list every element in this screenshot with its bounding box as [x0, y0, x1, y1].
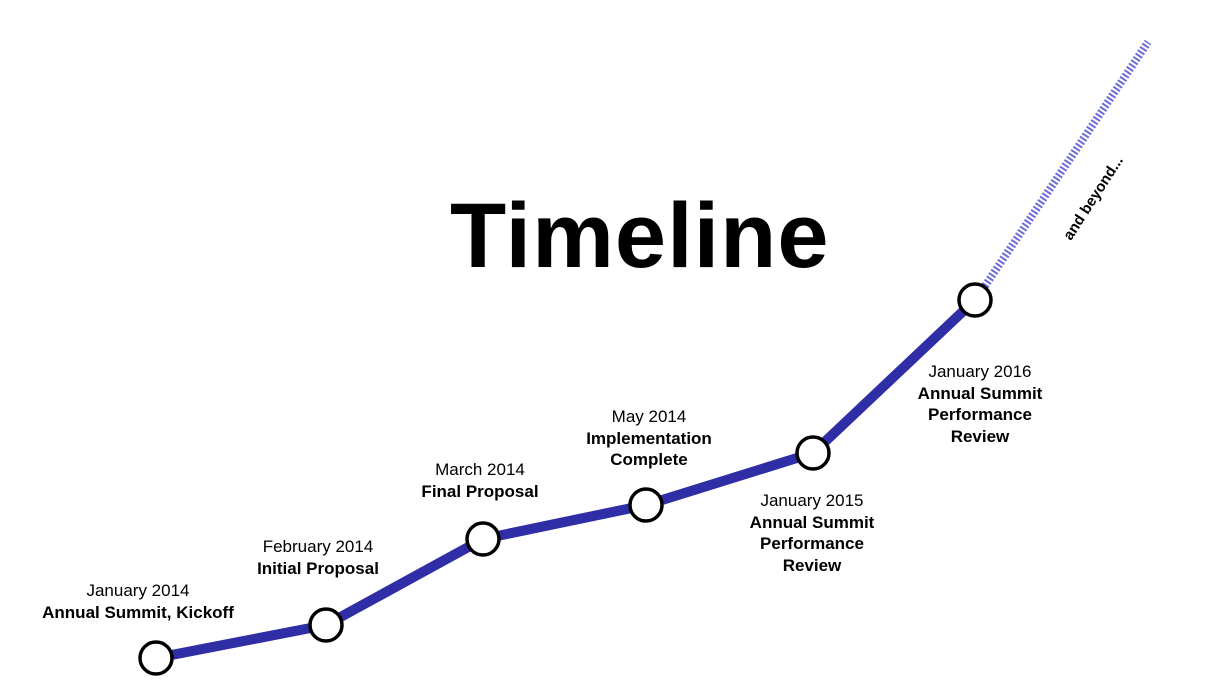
- milestone-node-6: [957, 282, 993, 318]
- milestone-label: March 2014 Final Proposal: [421, 459, 538, 502]
- milestone-date: May 2014: [611, 407, 687, 426]
- milestone-label: February 2014 Initial Proposal: [257, 536, 379, 579]
- milestone-event: Performance: [760, 534, 864, 553]
- milestone-label: January 2016 Annual Summit Performance R…: [918, 361, 1043, 447]
- milestone-node-4: [628, 487, 664, 523]
- milestone-event: Annual Summit: [749, 512, 875, 532]
- milestone-label: January 2015 Annual Summit Performance R…: [750, 490, 875, 576]
- milestone-node-5: [795, 435, 831, 471]
- milestone-node-1: [138, 640, 174, 676]
- milestone-event: Annual Summit, Kickoff: [42, 602, 234, 622]
- milestone-date: January 2014: [86, 581, 190, 600]
- milestone-date: January 2015: [760, 491, 864, 510]
- page-title: Timeline: [450, 185, 830, 287]
- milestone-event: Performance: [928, 405, 1032, 424]
- milestone-event: Annual Summit: [917, 383, 1043, 403]
- milestone-event: Review: [782, 555, 842, 575]
- milestone-node-2: [308, 607, 344, 643]
- milestone-date: January 2016: [928, 362, 1032, 381]
- milestone-event: Complete: [610, 450, 688, 469]
- milestone-event: Final Proposal: [421, 481, 539, 501]
- milestone-event: Implementation: [586, 428, 712, 448]
- milestone-event: Review: [950, 426, 1010, 446]
- milestone-date: March 2014: [435, 460, 525, 479]
- milestone-date: February 2014: [262, 537, 374, 556]
- milestone-label: January 2014 Annual Summit, Kickoff: [42, 580, 234, 623]
- milestone-event: Initial Proposal: [257, 558, 379, 578]
- milestone-label: May 2014 Implementation Complete: [586, 406, 712, 471]
- timeline-line: [155, 296, 979, 663]
- timeline-extension-dashed: [981, 39, 1152, 289]
- milestone-node-3: [465, 521, 501, 557]
